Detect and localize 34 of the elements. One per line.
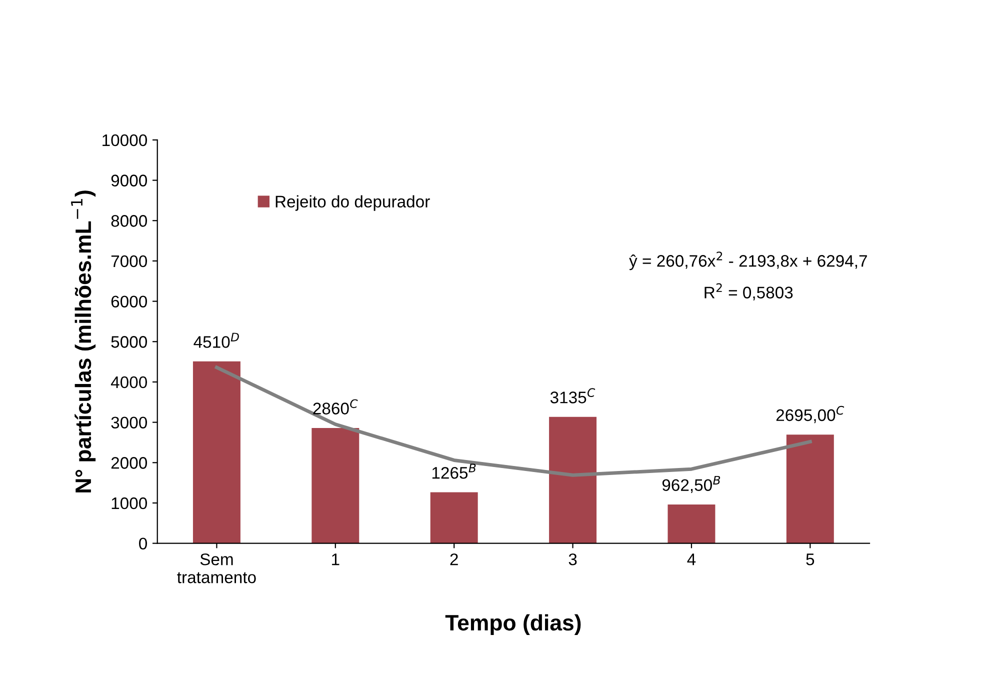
y-tick-label: 7000: [111, 255, 147, 268]
y-tick-label: 0: [139, 538, 147, 550]
y-tick-label: 8000: [111, 215, 147, 227]
bar: [668, 504, 716, 544]
data-label: 962,50$^{B}$: [662, 476, 720, 493]
data-label: 2695,00$^{C}$: [776, 406, 844, 424]
annotation: ŷ = 260,76x$^{2}$ - 2193,8x + 6294,7: [629, 252, 867, 270]
bar: [786, 434, 834, 544]
data-label: 1265$^{B}$: [432, 464, 476, 479]
y-axis-title: N° partículas (milhões.mL$^{−1}$): [71, 190, 96, 492]
x-axis-title: Tempo (dias): [445, 614, 581, 636]
bar: [549, 416, 597, 544]
y-tick-label: 5000: [111, 336, 147, 348]
y-tick-label: 10000: [102, 134, 147, 146]
data-label: 2860$^{C}$: [313, 399, 358, 414]
bar: [312, 428, 360, 544]
y-tick-label: 4000: [110, 376, 147, 388]
y-tick-label: 2000: [111, 457, 147, 469]
bar: [192, 361, 240, 544]
y-tick-label: 6000: [111, 296, 147, 308]
x-tick-label: 4: [687, 554, 696, 566]
x-tick-label: 2: [450, 553, 458, 566]
y-tick-label: 1000: [112, 497, 147, 510]
annotation: R$^{2}$ = 0,5803: [704, 283, 793, 300]
data-label: 4510$^{D}$: [194, 332, 239, 348]
data-label: 3135$^{C}$: [550, 388, 596, 404]
x-tick-label: Sem tratamento: [177, 553, 256, 584]
x-tick-label: 1: [332, 554, 340, 566]
y-tick-label: 3000: [111, 416, 147, 429]
legend-label: Rejeito do depurador: [276, 195, 430, 211]
bar: [430, 492, 478, 544]
y-tick-label: 9000: [111, 174, 147, 186]
x-tick-label: 3: [568, 553, 577, 566]
x-tick-label: 5: [806, 554, 814, 566]
